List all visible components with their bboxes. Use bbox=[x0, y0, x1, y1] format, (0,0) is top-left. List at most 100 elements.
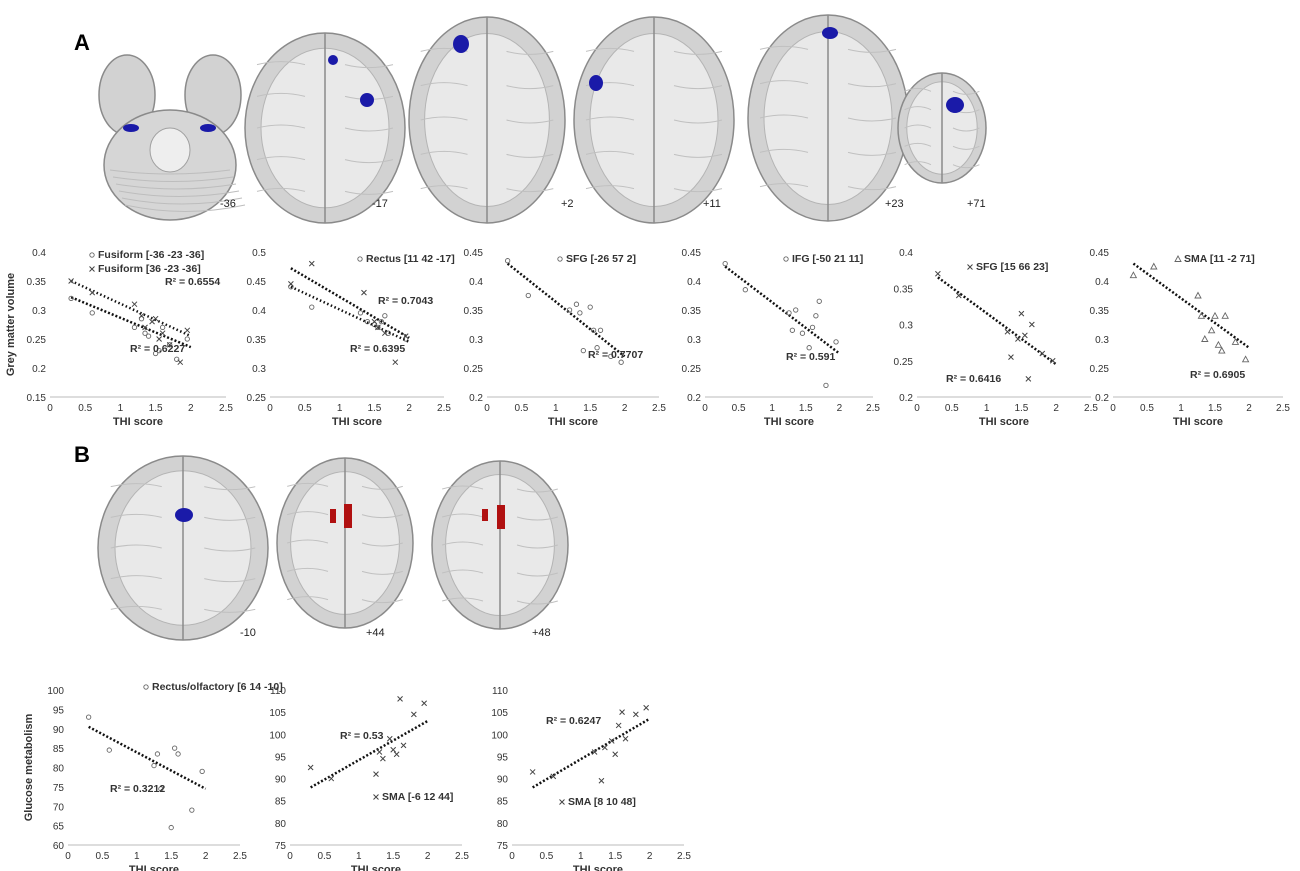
y-tick-label: 0.25 bbox=[682, 364, 702, 375]
x-tick-label: 1 bbox=[769, 403, 775, 414]
gyrus-line bbox=[516, 488, 558, 493]
gyrus-line bbox=[952, 145, 980, 150]
cluster-left bbox=[482, 509, 488, 521]
gyrus-line bbox=[287, 596, 329, 601]
x-tick-label: 0.5 bbox=[78, 403, 92, 414]
gyrus-line bbox=[847, 151, 897, 156]
x-tick-label: 0 bbox=[914, 403, 920, 414]
gyrus-line bbox=[442, 597, 484, 602]
gyrus-line bbox=[287, 511, 329, 516]
r-squared-label: R² = 0.3212 bbox=[110, 783, 165, 795]
data-point bbox=[722, 260, 728, 267]
data-point bbox=[376, 749, 383, 755]
legend-label: SMA [11 -2 71] bbox=[1184, 253, 1255, 265]
cluster-sfg-right bbox=[822, 27, 838, 39]
gyrus-line bbox=[847, 186, 897, 191]
gyrus-line bbox=[673, 188, 723, 193]
data-point bbox=[421, 700, 428, 707]
folia-line bbox=[109, 169, 231, 175]
x-tick-label: 2.5 bbox=[455, 851, 469, 862]
cluster-right bbox=[497, 505, 505, 529]
y-tick-label: 0.15 bbox=[27, 393, 47, 404]
data-point bbox=[806, 345, 812, 351]
gyrus-line bbox=[344, 64, 394, 69]
data-point bbox=[393, 751, 400, 758]
data-point bbox=[402, 333, 409, 339]
data-point bbox=[373, 771, 379, 777]
chart-8: 0 0.5 1 1.5 2 2.5 75 80 85 90 95 100 105 110 THI score… bbox=[269, 686, 469, 871]
legend-marker bbox=[559, 799, 565, 805]
legend-label: Fusiform [-36 -23 -36] bbox=[98, 249, 204, 261]
data-point bbox=[1218, 346, 1226, 354]
cluster-ifg bbox=[589, 75, 603, 91]
folia-line bbox=[118, 190, 240, 197]
data-point bbox=[1241, 355, 1250, 363]
brain-slice bbox=[276, 457, 414, 629]
data-point bbox=[175, 751, 181, 757]
cluster-fusiform-left bbox=[123, 124, 139, 132]
x-tick-label: 2.5 bbox=[866, 403, 880, 414]
y-tick-label: 0.2 bbox=[687, 393, 701, 404]
gyrus-line bbox=[420, 116, 468, 121]
legend-marker bbox=[557, 256, 563, 262]
x-tick-label: 2.5 bbox=[219, 403, 233, 414]
y-tick-label: 75 bbox=[53, 783, 65, 794]
data-point bbox=[68, 295, 74, 302]
y-tick-label: 110 bbox=[270, 686, 286, 697]
gyrus-line bbox=[585, 47, 635, 52]
brain-slice bbox=[431, 460, 569, 630]
data-point bbox=[608, 353, 614, 360]
x-axis-label: THI score bbox=[129, 864, 179, 871]
x-tick-label: 1 bbox=[578, 851, 584, 862]
data-point bbox=[813, 313, 819, 319]
data-point bbox=[308, 260, 315, 267]
data-point bbox=[385, 330, 391, 336]
gyrus-line bbox=[256, 156, 306, 161]
brainstem bbox=[149, 127, 191, 173]
legend-marker bbox=[143, 684, 149, 690]
y-tick-label: 80 bbox=[53, 764, 65, 775]
trend-line bbox=[506, 262, 626, 358]
panel-letter-a: A bbox=[74, 30, 90, 55]
gyrus-line bbox=[344, 190, 394, 195]
cluster-right bbox=[344, 504, 352, 528]
data-point bbox=[598, 777, 605, 784]
folia-line bbox=[112, 176, 234, 182]
data-point bbox=[167, 342, 173, 348]
data-point bbox=[184, 336, 190, 342]
slice-label: +23 bbox=[885, 198, 904, 210]
gyrus-line bbox=[287, 539, 329, 544]
legend-marker bbox=[89, 252, 95, 258]
data-point bbox=[361, 289, 367, 296]
x-tick-label: 1.5 bbox=[799, 403, 813, 414]
data-point bbox=[594, 345, 600, 351]
x-tick-label: 2.5 bbox=[1276, 403, 1290, 414]
x-tick-label: 1.5 bbox=[149, 403, 163, 414]
y-tick-label: 0.25 bbox=[464, 364, 484, 375]
gyrus-line bbox=[759, 45, 809, 50]
y-tick-label: 0.3 bbox=[899, 321, 913, 332]
y-tick-label: 95 bbox=[53, 705, 65, 716]
y-tick-label: 0.3 bbox=[687, 335, 701, 346]
x-tick-label: 0 bbox=[65, 851, 71, 862]
gyrus-line bbox=[585, 150, 635, 155]
data-point bbox=[381, 330, 388, 337]
data-point bbox=[152, 315, 159, 322]
chart-7: 0 0.5 1 1.5 2 2.5 60 65 70 75 80 85 90 95 100 THI score… bbox=[23, 681, 283, 871]
gyrus-line bbox=[204, 608, 256, 613]
data-point bbox=[833, 339, 839, 345]
data-point bbox=[386, 735, 393, 742]
gyrus-line bbox=[361, 599, 403, 604]
x-tick-label: 0.5 bbox=[95, 851, 109, 862]
data-point bbox=[580, 347, 586, 354]
gyrus-line bbox=[204, 578, 256, 583]
data-point bbox=[174, 356, 180, 362]
y-tick-label: 0.2 bbox=[32, 364, 46, 375]
panel-letter-b: B bbox=[74, 442, 90, 467]
chart-3: 0 0.5 1 1.5 2 2.5 0.2 0.25 0.3 0.35 0.4 0.45 THI sco… bbox=[464, 248, 667, 428]
slice-label: +44 bbox=[366, 627, 385, 639]
data-point bbox=[587, 304, 593, 310]
